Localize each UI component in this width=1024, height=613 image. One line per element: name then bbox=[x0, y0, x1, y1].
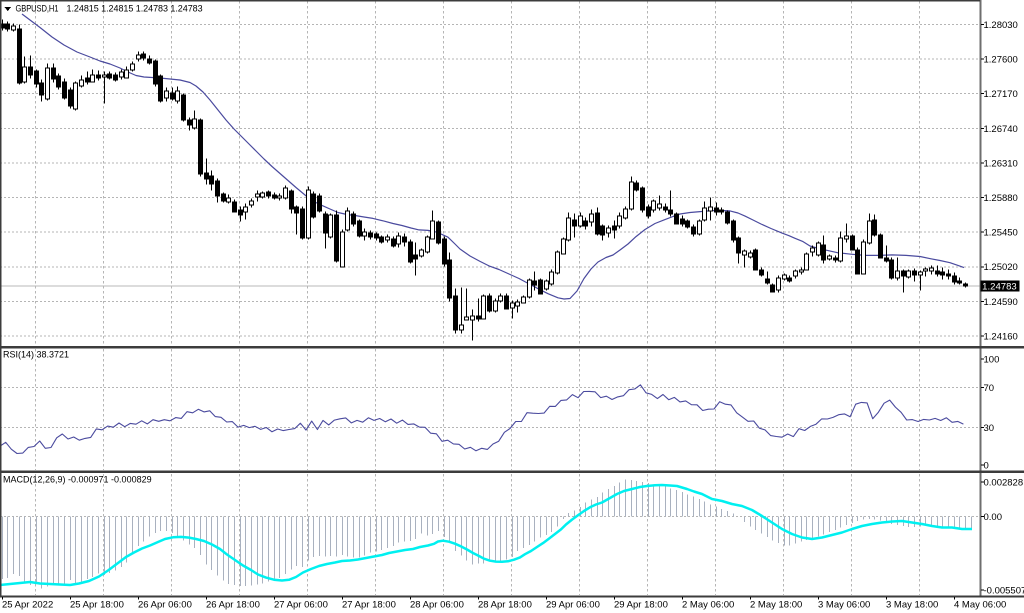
svg-text:GBPUSD,H1: GBPUSD,H1 bbox=[15, 3, 58, 14]
svg-text:4 May 06:00: 4 May 06:00 bbox=[954, 600, 1006, 611]
svg-text:1.26740: 1.26740 bbox=[984, 124, 1018, 135]
svg-text:0.00: 0.00 bbox=[984, 512, 1003, 523]
svg-text:RSI(14) 38.3721: RSI(14) 38.3721 bbox=[3, 350, 69, 360]
svg-text:29 Apr 18:00: 29 Apr 18:00 bbox=[614, 600, 668, 611]
svg-text:70: 70 bbox=[984, 383, 995, 394]
svg-text:0: 0 bbox=[984, 460, 989, 471]
svg-text:30: 30 bbox=[984, 423, 995, 434]
svg-text:25 Apr 18:00: 25 Apr 18:00 bbox=[70, 600, 124, 611]
svg-text:1.24590: 1.24590 bbox=[984, 297, 1018, 308]
svg-text:27 Apr 18:00: 27 Apr 18:00 bbox=[342, 600, 396, 611]
svg-text:1.25880: 1.25880 bbox=[984, 193, 1018, 204]
svg-text:1.27170: 1.27170 bbox=[984, 89, 1018, 100]
svg-text:26 Apr 18:00: 26 Apr 18:00 bbox=[206, 600, 260, 611]
svg-text:3 May 06:00: 3 May 06:00 bbox=[818, 600, 870, 611]
svg-text:100: 100 bbox=[984, 354, 1000, 365]
svg-text:0.002828: 0.002828 bbox=[984, 477, 1024, 488]
svg-text:-0.005507: -0.005507 bbox=[984, 585, 1024, 596]
svg-text:27 Apr 06:00: 27 Apr 06:00 bbox=[274, 600, 328, 611]
svg-text:2 May 06:00: 2 May 06:00 bbox=[682, 600, 734, 611]
svg-text:1.24783: 1.24783 bbox=[982, 282, 1017, 292]
svg-text:1.26310: 1.26310 bbox=[984, 158, 1018, 169]
svg-text:2 May 18:00: 2 May 18:00 bbox=[750, 600, 802, 611]
svg-text:1.28030: 1.28030 bbox=[984, 20, 1018, 31]
svg-text:28 Apr 18:00: 28 Apr 18:00 bbox=[478, 600, 532, 611]
svg-text:1.24815 1.24815 1.24783 1.2478: 1.24815 1.24815 1.24783 1.24783 bbox=[67, 3, 203, 13]
svg-text:25 Apr 2022: 25 Apr 2022 bbox=[2, 600, 53, 611]
svg-text:1.25450: 1.25450 bbox=[984, 228, 1018, 239]
svg-text:1.24160: 1.24160 bbox=[984, 332, 1018, 343]
svg-text:29 Apr 06:00: 29 Apr 06:00 bbox=[546, 600, 600, 611]
svg-text:28 Apr 06:00: 28 Apr 06:00 bbox=[410, 600, 464, 611]
svg-text:3 May 18:00: 3 May 18:00 bbox=[886, 600, 938, 611]
svg-text:MACD(12,26,9) -0.000971 -0.000: MACD(12,26,9) -0.000971 -0.000829 bbox=[3, 475, 152, 485]
svg-text:26 Apr 06:00: 26 Apr 06:00 bbox=[138, 600, 192, 611]
svg-text:1.25020: 1.25020 bbox=[984, 262, 1018, 273]
svg-text:1.27600: 1.27600 bbox=[984, 55, 1018, 66]
